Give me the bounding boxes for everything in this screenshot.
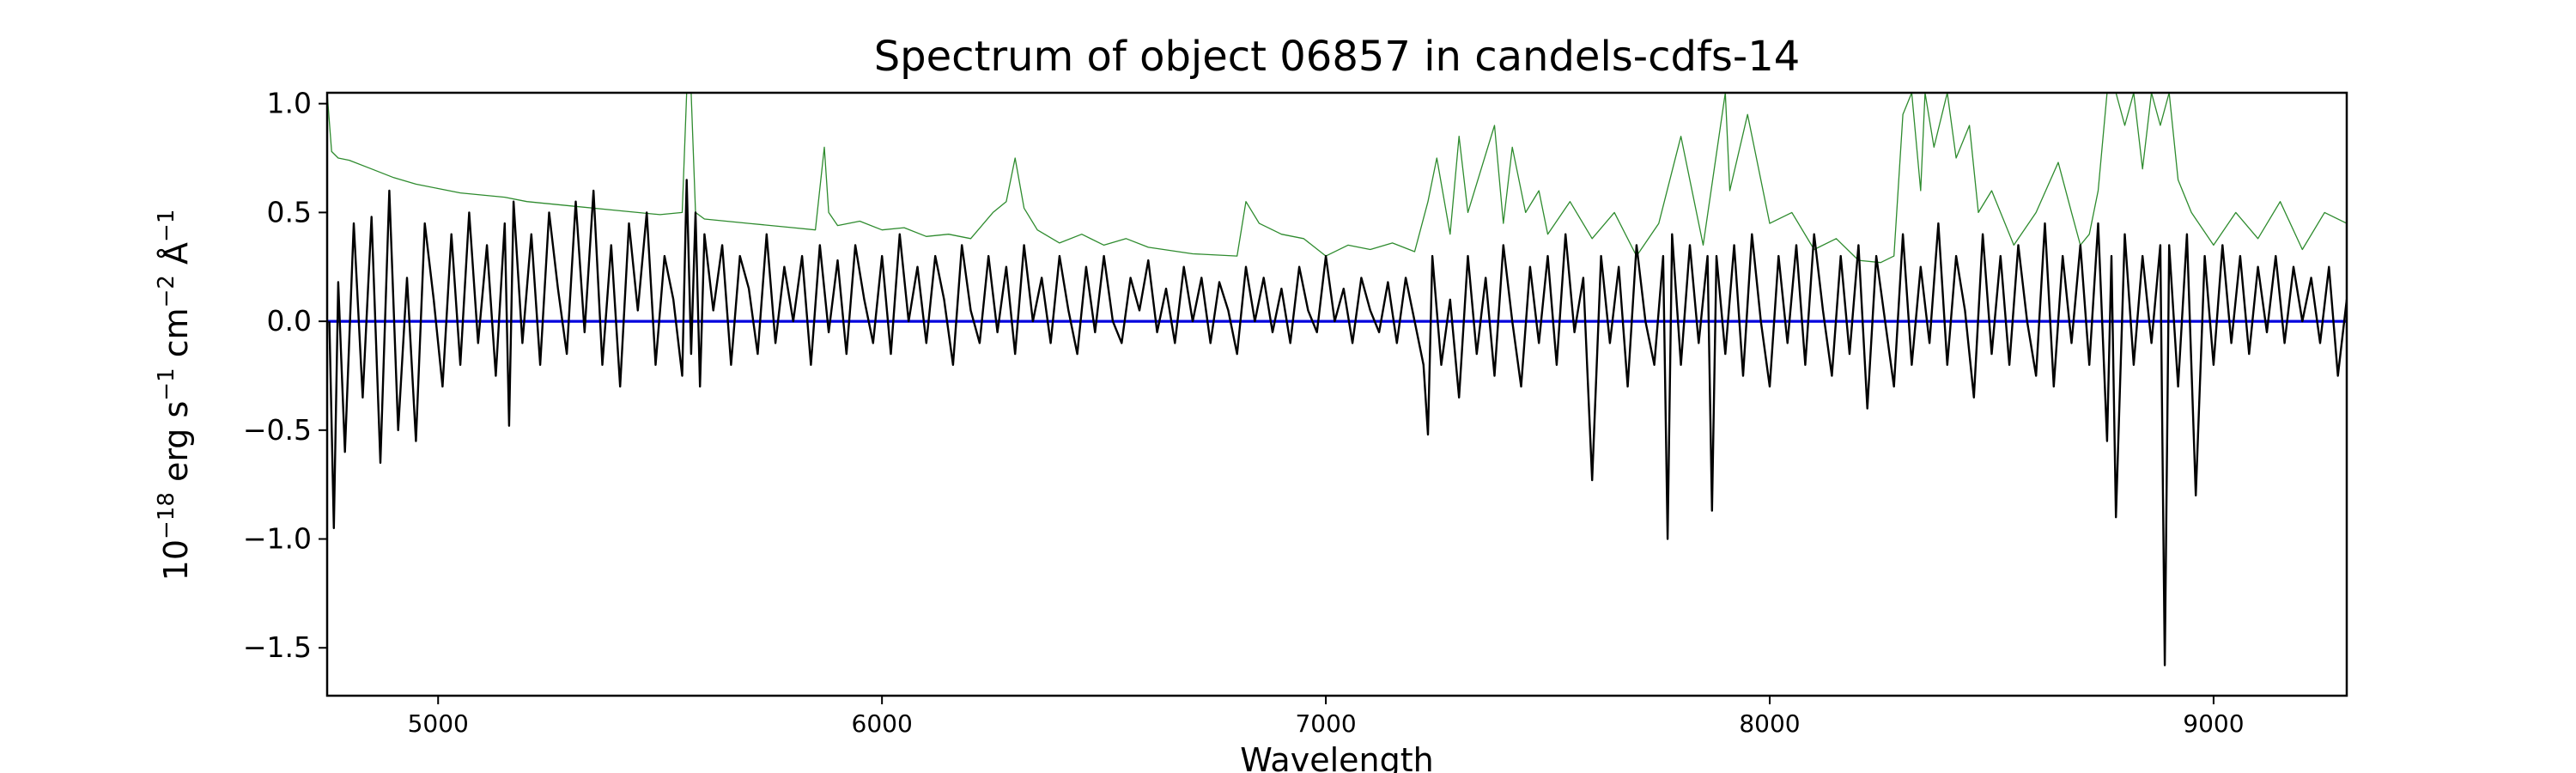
x-tick-label: 8000: [1739, 709, 1800, 738]
plot-frame: [325, 91, 2348, 697]
chart-title: Spectrum of object 06857 in candels-cdfs…: [874, 33, 1801, 81]
series-line-0: [327, 93, 2347, 264]
y-tick-label: −1.5: [243, 630, 312, 664]
x-tick-label: 6000: [852, 709, 913, 738]
y-tick-label: 0.0: [267, 304, 312, 338]
y-axis: −1.5 −1.0 −0.5 0.0 0.5 1.0: [243, 87, 327, 664]
x-axis-label: Wavelength: [1240, 741, 1433, 773]
y-tick-label: −0.5: [243, 413, 312, 447]
series-line-2: [328, 179, 2347, 666]
x-tick-label: 5000: [408, 709, 469, 738]
series-layer: [327, 93, 2347, 666]
y-tick-label: −1.0: [243, 522, 312, 556]
y-tick-label: 0.5: [267, 195, 312, 228]
y-axis-label: 10−18 erg s−1 cm−2 Å−1: [154, 210, 195, 581]
y-tick-label: 1.0: [267, 87, 312, 120]
x-axis: 5000 6000 7000 8000 9000: [408, 696, 2245, 738]
x-tick-label: 9000: [2183, 709, 2244, 738]
x-tick-label: 7000: [1295, 709, 1356, 738]
